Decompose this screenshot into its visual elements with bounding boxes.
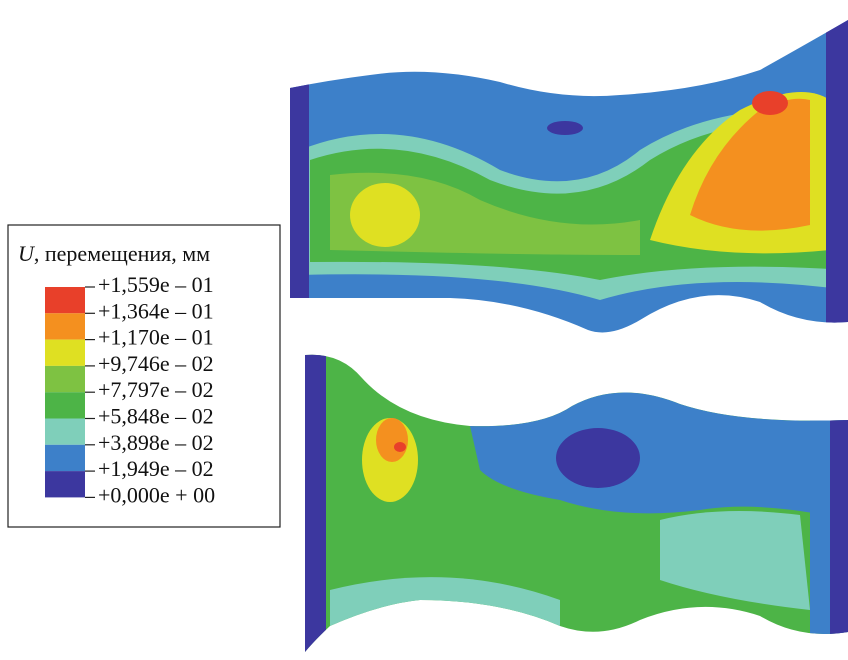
bottom-specimen: [300, 350, 848, 660]
legend-swatch: [45, 340, 85, 366]
legend-label: +5,848e – 02: [98, 404, 214, 429]
top-specimen: [285, 15, 848, 335]
legend-label: +1,559e – 01: [98, 272, 214, 297]
legend-label: +3,898e – 02: [98, 430, 214, 455]
legend-label: +1,949e – 02: [98, 456, 214, 481]
legend-label: +0,000e + 00: [98, 482, 215, 507]
legend-swatch: [45, 366, 85, 392]
legend-label: +7,797e – 02: [98, 377, 214, 402]
legend-swatch: [45, 445, 85, 471]
legend-swatch: [45, 419, 85, 445]
contour-figure: U, перемещения, мм +1,559e – 01+1,364e –…: [0, 0, 848, 660]
legend-swatch: [45, 287, 85, 313]
legend-swatch: [45, 313, 85, 339]
figure: U, перемещения, мм +1,559e – 01+1,364e –…: [0, 0, 848, 660]
legend-title-text: , перемещения, мм: [34, 241, 210, 266]
legend-scale: +1,559e – 01+1,364e – 01+1,170e – 01+9,7…: [45, 272, 215, 507]
legend-swatch: [45, 392, 85, 418]
legend-label: +9,746e – 02: [98, 351, 214, 376]
legend-title: U, перемещения, мм: [18, 241, 210, 266]
legend-label: +1,364e – 01: [98, 298, 214, 323]
legend-label: +1,170e – 01: [98, 325, 214, 350]
legend-swatch: [45, 471, 85, 497]
